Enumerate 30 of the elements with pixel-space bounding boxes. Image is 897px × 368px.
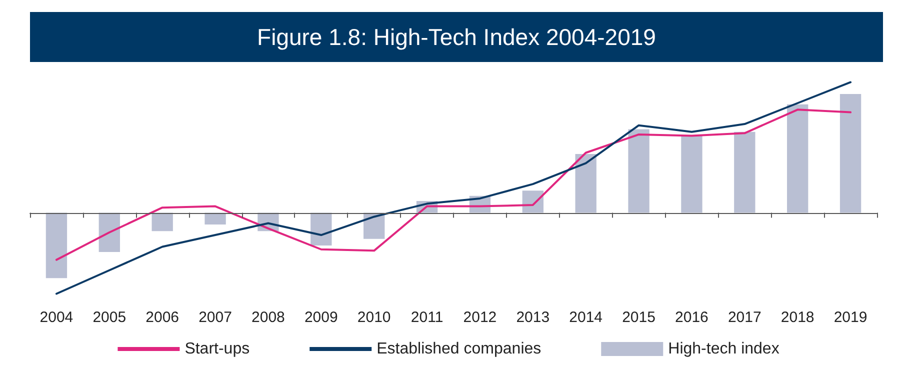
bar	[575, 154, 596, 213]
x-tick-label: 2015	[622, 309, 656, 326]
bar	[152, 212, 173, 232]
x-tick-label: 2017	[728, 309, 762, 326]
x-tick-label: 2004	[40, 309, 74, 326]
x-tick-label: 2008	[252, 309, 285, 326]
legend-label: High-tech index	[668, 340, 780, 358]
bar	[840, 94, 862, 213]
x-tick-label: 2012	[463, 309, 497, 326]
bar	[204, 212, 226, 225]
x-tick-label: 2009	[304, 309, 338, 326]
bar	[628, 129, 650, 213]
chart-title: Figure 1.8: High-Tech Index 2004-2019	[30, 12, 883, 62]
x-tick-label: 2006	[146, 309, 180, 326]
x-tick-label: 2016	[675, 309, 708, 326]
bar	[46, 212, 68, 278]
bar	[681, 136, 702, 213]
x-tick-label: 2014	[569, 309, 603, 326]
legend-label: Established companies	[376, 340, 542, 358]
bar	[787, 104, 808, 213]
x-tick-label: 2007	[198, 309, 232, 326]
legend-label: Start-ups	[184, 340, 250, 358]
x-tick-label: 2019	[834, 309, 868, 326]
x-tick-label: 2010	[357, 309, 391, 326]
bar	[734, 132, 756, 213]
bar	[98, 212, 120, 252]
x-tick-label: 2013	[516, 309, 550, 326]
x-tick-label: 2005	[92, 309, 126, 326]
x-tick-label: 2011	[410, 309, 444, 326]
x-tick-label: 2018	[780, 309, 814, 326]
